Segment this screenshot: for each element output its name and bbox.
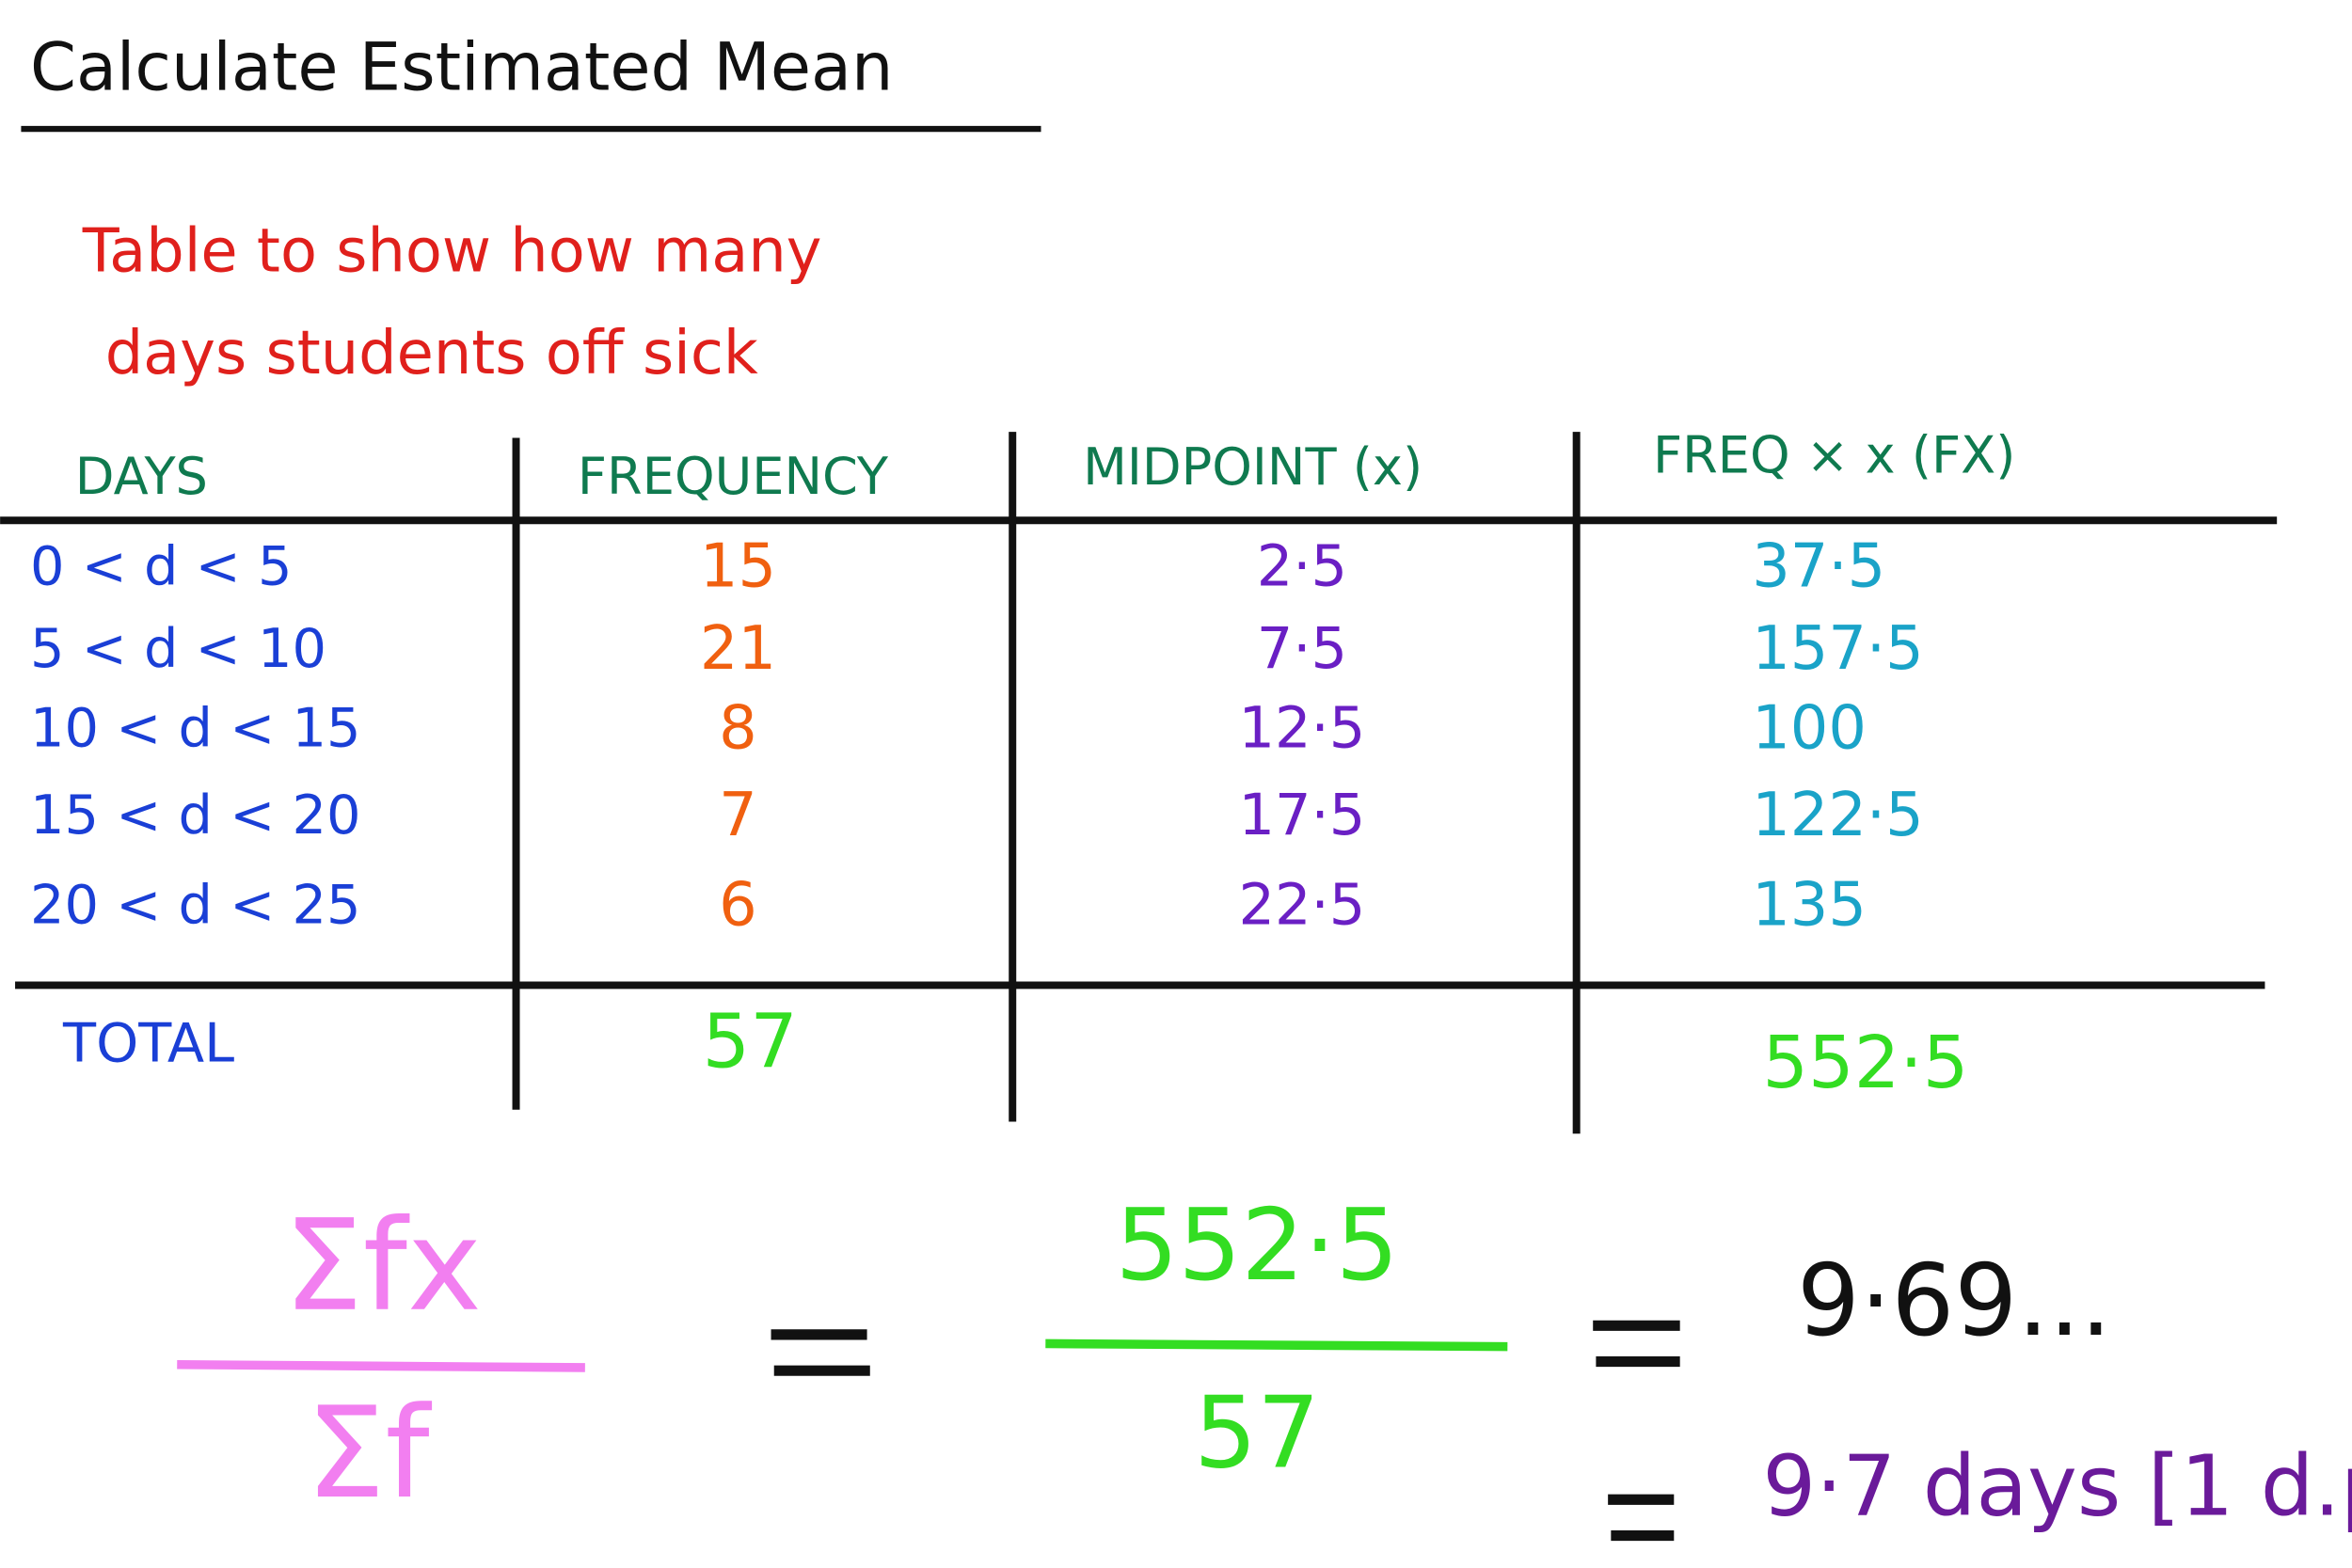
fraction-bar: [177, 1359, 585, 1372]
formula-numerator: Σfx: [283, 1193, 482, 1339]
column-header: FREQUENCY: [578, 447, 889, 506]
total-fx: 552·5: [1762, 1022, 1968, 1105]
equals-sign: [1608, 1494, 1675, 1542]
column-header: MIDPOINT (x): [1083, 437, 1422, 497]
table-body: 0 < d < 5 15 2·5 37·5 5 < d < 10 21 7·5 157·5 10…: [30, 531, 1924, 940]
midpoint-cell: 7·5: [1257, 616, 1347, 682]
midpoint-cell: 22·5: [1238, 873, 1365, 939]
fx-cell: 37·5: [1752, 531, 1885, 601]
fraction-bar: [1045, 1338, 1508, 1352]
frequency-cell: 15: [700, 531, 776, 601]
description-line: days students off sick: [105, 319, 758, 388]
frequency-cell: 8: [719, 694, 757, 764]
midpoint-cell: 12·5: [1238, 696, 1365, 762]
formula-denominator: Σf: [306, 1380, 433, 1527]
days-cell: 10 < d < 15: [30, 697, 361, 760]
fx-cell: 100: [1752, 694, 1867, 764]
midpoint-cell: 17·5: [1238, 783, 1365, 848]
fx-cell: 122·5: [1752, 781, 1924, 850]
result: 9·69...: [1797, 1243, 2112, 1358]
fx-cell: 157·5: [1752, 614, 1924, 684]
total-label: TOTAL: [62, 1011, 234, 1074]
equals-sign: [1593, 1320, 1680, 1368]
days-cell: 20 < d < 25: [30, 874, 361, 937]
days-cell: 15 < d < 20: [30, 784, 361, 847]
frequency-cell: 6: [719, 871, 757, 941]
midpoint-cell: 2·5: [1257, 533, 1347, 599]
frequency-cell: 21: [700, 614, 776, 684]
equals-sign: [771, 1329, 870, 1376]
days-cell: 5 < d < 10: [30, 617, 326, 680]
title: Calculate Estimated Mean: [30, 29, 893, 106]
total-frequency: 57: [703, 998, 798, 1085]
value-denominator: 57: [1194, 1374, 1320, 1490]
value-numerator: 552·5: [1115, 1187, 1398, 1303]
column-header: FREQ × x (FX): [1653, 425, 2015, 484]
rounded-result: 9·7 days [1 d.p]: [1762, 1438, 2352, 1536]
days-cell: 0 < d < 5: [30, 534, 293, 597]
description-line: Table to show how many: [82, 217, 822, 287]
fx-cell: 135: [1752, 871, 1867, 941]
column-header: DAYS: [75, 447, 208, 506]
table-grid: [0, 432, 2278, 1134]
frequency-cell: 7: [719, 781, 757, 850]
